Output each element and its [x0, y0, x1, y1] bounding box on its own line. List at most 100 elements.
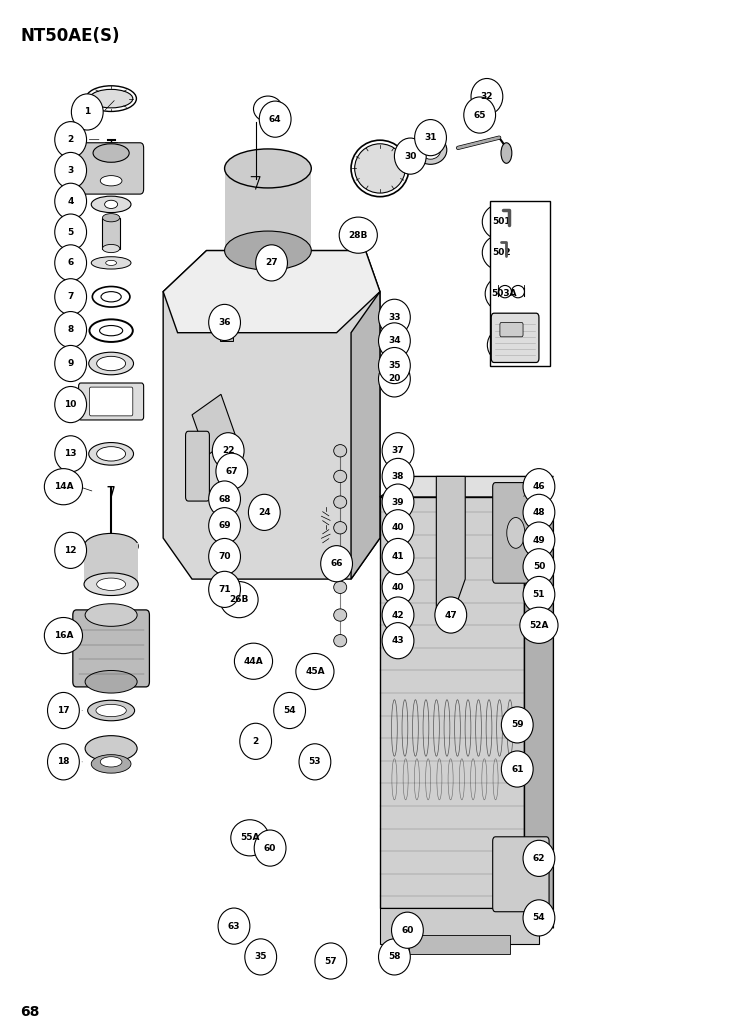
Ellipse shape [91, 197, 131, 212]
Text: 54: 54 [284, 706, 296, 715]
Text: 8: 8 [67, 325, 74, 334]
Text: 53: 53 [308, 758, 321, 766]
Text: 22: 22 [222, 446, 235, 455]
Ellipse shape [334, 522, 346, 534]
Ellipse shape [240, 723, 271, 760]
Bar [224, 169, 311, 250]
FancyBboxPatch shape [186, 432, 209, 501]
Ellipse shape [220, 582, 258, 618]
Ellipse shape [84, 573, 138, 595]
Ellipse shape [523, 469, 555, 505]
Text: 12: 12 [64, 545, 77, 555]
Ellipse shape [315, 943, 346, 979]
Text: 68: 68 [20, 1005, 39, 1018]
Text: 58: 58 [388, 952, 401, 962]
Ellipse shape [55, 245, 86, 280]
Text: 503A: 503A [491, 289, 517, 298]
Ellipse shape [299, 744, 331, 780]
Bar [105, 142, 117, 148]
Text: 44A: 44A [243, 657, 263, 666]
Ellipse shape [55, 214, 86, 250]
Ellipse shape [523, 495, 555, 530]
Text: 26B: 26B [230, 595, 249, 604]
Bar [84, 543, 138, 584]
Ellipse shape [105, 200, 118, 208]
Ellipse shape [382, 597, 414, 633]
Text: 14A: 14A [53, 482, 73, 492]
Ellipse shape [45, 469, 83, 505]
Ellipse shape [382, 623, 414, 658]
Ellipse shape [55, 346, 86, 382]
Ellipse shape [245, 939, 276, 975]
Text: 47: 47 [444, 611, 457, 620]
Ellipse shape [482, 235, 520, 271]
Text: 52A: 52A [529, 621, 549, 630]
Text: 50: 50 [533, 562, 545, 571]
Text: 60: 60 [401, 925, 414, 935]
Text: 5: 5 [67, 228, 74, 237]
Ellipse shape [254, 830, 286, 866]
Text: 69: 69 [219, 522, 231, 530]
Ellipse shape [102, 213, 120, 221]
Ellipse shape [523, 522, 555, 558]
FancyBboxPatch shape [500, 323, 523, 336]
Polygon shape [163, 250, 380, 580]
Text: 57: 57 [325, 956, 337, 966]
Ellipse shape [321, 545, 352, 582]
Ellipse shape [379, 299, 410, 335]
Ellipse shape [45, 618, 83, 654]
Ellipse shape [382, 484, 414, 521]
Text: 4: 4 [67, 197, 74, 206]
Text: 51: 51 [533, 590, 545, 599]
Ellipse shape [55, 532, 86, 568]
Text: 10: 10 [64, 401, 77, 409]
Ellipse shape [379, 361, 410, 397]
Text: 48: 48 [533, 508, 545, 516]
Ellipse shape [382, 509, 414, 545]
Ellipse shape [208, 507, 240, 543]
Ellipse shape [392, 912, 423, 948]
Bar [409, 936, 510, 954]
Text: 55A: 55A [240, 833, 260, 842]
Text: 28B: 28B [349, 231, 368, 240]
Ellipse shape [72, 94, 103, 130]
Text: 71: 71 [219, 585, 231, 594]
Ellipse shape [224, 231, 311, 270]
Text: 39: 39 [392, 498, 404, 506]
Text: 2: 2 [252, 737, 259, 746]
Ellipse shape [520, 608, 558, 644]
Text: 17: 17 [57, 706, 69, 715]
Ellipse shape [334, 634, 346, 647]
Ellipse shape [94, 324, 128, 337]
Ellipse shape [85, 671, 137, 693]
Ellipse shape [339, 217, 377, 254]
Ellipse shape [523, 549, 555, 585]
Text: 6: 6 [67, 259, 74, 267]
Text: 41: 41 [392, 552, 404, 561]
Ellipse shape [55, 122, 86, 157]
Ellipse shape [212, 433, 244, 469]
Ellipse shape [435, 597, 466, 633]
Text: 45A: 45A [305, 667, 325, 676]
Text: 37: 37 [392, 446, 404, 455]
Text: 65: 65 [474, 111, 486, 120]
Ellipse shape [296, 653, 334, 689]
Text: 31: 31 [424, 134, 437, 142]
Ellipse shape [231, 820, 269, 856]
Ellipse shape [208, 481, 240, 518]
Ellipse shape [395, 138, 426, 174]
Text: 54: 54 [533, 914, 545, 922]
FancyBboxPatch shape [73, 610, 149, 687]
Ellipse shape [379, 939, 410, 975]
Text: 40: 40 [392, 524, 404, 532]
Ellipse shape [48, 744, 80, 780]
FancyBboxPatch shape [493, 836, 549, 912]
Ellipse shape [96, 291, 126, 303]
Text: 13: 13 [64, 449, 77, 459]
Text: 502: 502 [492, 248, 511, 257]
Text: 16A: 16A [53, 631, 73, 640]
Ellipse shape [507, 518, 525, 549]
Text: 49: 49 [533, 535, 545, 544]
Ellipse shape [208, 571, 240, 608]
Text: 70: 70 [219, 552, 231, 561]
